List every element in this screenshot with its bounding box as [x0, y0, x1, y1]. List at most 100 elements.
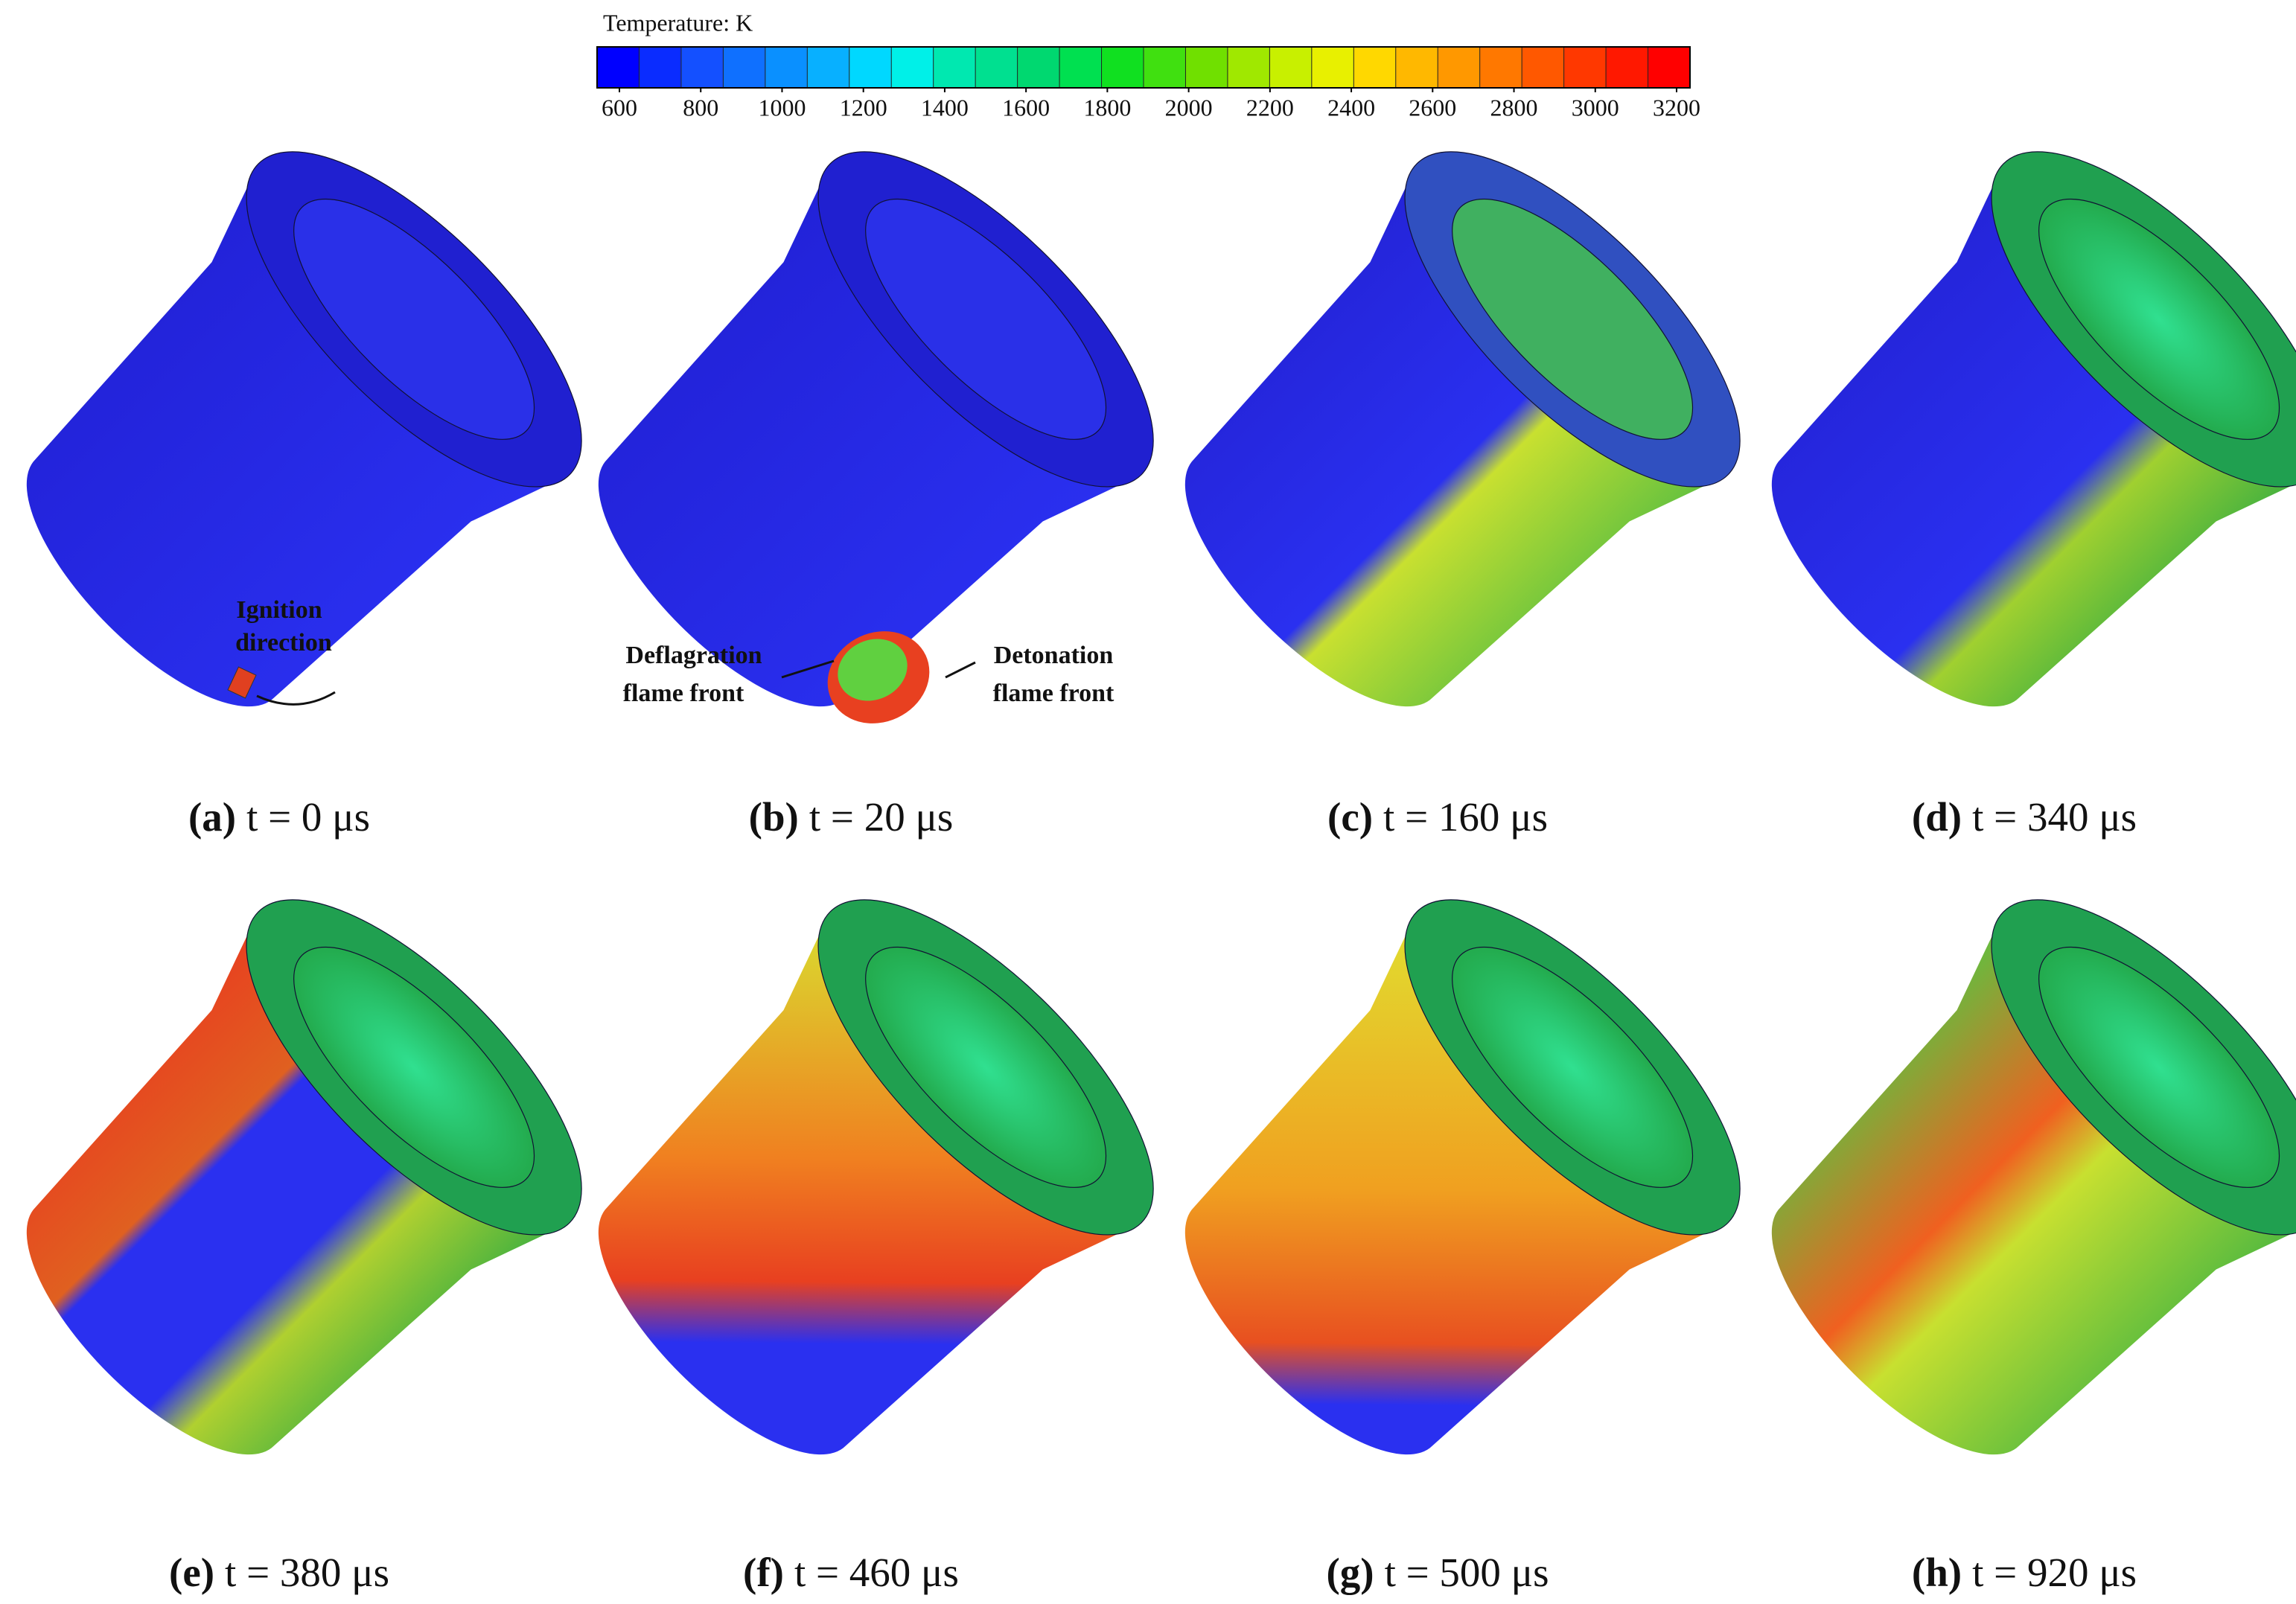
- colorbar-swatch: [1437, 46, 1481, 89]
- colorbar-swatch: [1395, 46, 1439, 89]
- colorbar-tick-label: 1800: [1083, 94, 1131, 121]
- colorbar-swatch: [1605, 46, 1649, 89]
- colorbar-swatch: [1227, 46, 1271, 89]
- cylinder: [1771, 899, 2296, 1455]
- cylinder-body: [598, 163, 1142, 707]
- colorbar-swatch: [1521, 46, 1565, 89]
- cylinder-body: [1771, 163, 2296, 707]
- panel-letter: (g): [1326, 1550, 1374, 1595]
- colorbar-tick-label: 1000: [758, 94, 806, 121]
- annotation-detonation: Detonation: [994, 642, 1114, 669]
- cylinder-inner: [2038, 946, 2280, 1188]
- cylinder-body: [1771, 911, 2296, 1455]
- cylinder: [598, 899, 1154, 1455]
- panel-caption: (b) t = 20 μs: [749, 794, 954, 840]
- cylinder-body: [26, 163, 570, 707]
- panel-letter: (h): [1912, 1550, 1962, 1595]
- cylinder-inner: [2038, 198, 2280, 440]
- panel-caption: (e) t = 380 μs: [169, 1550, 389, 1595]
- colorbar-swatch: [1017, 46, 1061, 89]
- colorbar-tick-label: 2200: [1246, 94, 1294, 121]
- flame-core: [838, 639, 908, 701]
- colorbar-tick-label: 1600: [1002, 94, 1050, 121]
- colorbar-swatch: [849, 46, 893, 89]
- colorbar-tick-label: 3000: [1572, 94, 1619, 121]
- cylinder: [26, 151, 582, 707]
- panel-time: t = 380 μs: [225, 1550, 389, 1595]
- colorbar-tick-label: 2400: [1327, 94, 1375, 121]
- cylinder-inner: [293, 946, 535, 1188]
- colorbar-tick-label: 3200: [1653, 94, 1700, 121]
- colorbar-swatch: [890, 46, 934, 89]
- panel-caption: (f) t = 460 μs: [743, 1550, 959, 1595]
- annotations: Ignition direction Deflagration flame front…: [227, 596, 1114, 723]
- cylinder-body: [26, 911, 570, 1455]
- cylinder-body: [1184, 163, 1729, 707]
- detonation-pointer: [945, 661, 976, 679]
- colorbar-swatch: [1101, 46, 1144, 89]
- cylinder: [26, 899, 582, 1455]
- panel-letter: (a): [188, 794, 236, 840]
- colorbar-swatch: [638, 46, 682, 89]
- panel-letter: (c): [1327, 794, 1373, 840]
- colorbar-title: Temperature: K: [603, 9, 753, 36]
- colorbar-frame: [596, 46, 1691, 89]
- cylinder-inner: [1452, 946, 1694, 1188]
- cylinder-inner: [865, 198, 1107, 440]
- panel-caption: (a) t = 0 μs: [188, 794, 370, 840]
- panel-time: t = 0 μs: [246, 794, 370, 840]
- colorbar-swatch: [1143, 46, 1187, 89]
- colorbar-swatch: [1353, 46, 1397, 89]
- colorbar-swatch: [1184, 46, 1228, 89]
- colorbar-swatch: [596, 46, 640, 89]
- colorbar-swatch: [1563, 46, 1607, 89]
- cylinder: [1184, 151, 1741, 707]
- colorbar-swatch: [680, 46, 724, 89]
- annotation-ignition: direction: [235, 629, 332, 656]
- panel-time: t = 500 μs: [1385, 1550, 1549, 1595]
- colorbar-tick-label: 2800: [1490, 94, 1538, 121]
- colorbar-tick-label: 600: [602, 94, 637, 121]
- panel-letter: (b): [749, 794, 799, 840]
- panel-caption: (h) t = 920 μs: [1912, 1550, 2137, 1595]
- colorbar-tick-label: 1400: [921, 94, 969, 121]
- panel-time: t = 460 μs: [794, 1550, 959, 1595]
- colorbar-swatch: [1059, 46, 1103, 89]
- cylinder: [1771, 151, 2296, 707]
- colorbar-tick-label: 2000: [1165, 94, 1213, 121]
- colorbar-swatch: [975, 46, 1018, 89]
- cylinder-body: [1184, 911, 1729, 1455]
- colorbar-swatch: [933, 46, 977, 89]
- panel-time: t = 160 μs: [1383, 794, 1548, 840]
- panel-letter: (f): [743, 1550, 784, 1595]
- panel-time: t = 20 μs: [809, 794, 953, 840]
- annotation-deflagration: flame front: [623, 680, 744, 707]
- panel-time: t = 340 μs: [1972, 794, 2137, 840]
- colorbar: 600 800 1000 1200 1400 1600 1800 2000 2200 2400 26…: [596, 46, 1700, 121]
- panel-letter: (e): [169, 1550, 214, 1595]
- panel-letter: (d): [1912, 794, 1962, 840]
- cylinder: [598, 151, 1154, 707]
- cylinder-body: [598, 911, 1142, 1455]
- ignition-patch: [227, 666, 257, 699]
- deflagration-pointer: [781, 659, 835, 679]
- colorbar-swatch: [1479, 46, 1523, 89]
- annotation-deflagration: Deflagration: [625, 642, 762, 669]
- panel-caption: (g) t = 500 μs: [1326, 1550, 1549, 1595]
- annotation-ignition: Ignition: [236, 596, 322, 624]
- panel-time: t = 920 μs: [1972, 1550, 2137, 1595]
- colorbar-swatch: [1648, 46, 1691, 89]
- annotation-detonation: flame front: [993, 680, 1114, 707]
- colorbar-tick-label: 800: [683, 94, 718, 121]
- cylinder-inner: [865, 946, 1107, 1188]
- cylinder-inner: [1452, 198, 1694, 440]
- cylinder-inner: [293, 198, 535, 440]
- cylinder-renders: (a) t = 0 μs (b) t = 20 μs (c) t = 160 μs (d) t…: [26, 151, 2296, 1595]
- colorbar-tick-label: 1200: [840, 94, 887, 121]
- ignition-arrow: [256, 691, 336, 706]
- colorbar-swatch: [1269, 46, 1313, 89]
- colorbar-swatch: [1311, 46, 1355, 89]
- colorbar-swatch: [765, 46, 809, 89]
